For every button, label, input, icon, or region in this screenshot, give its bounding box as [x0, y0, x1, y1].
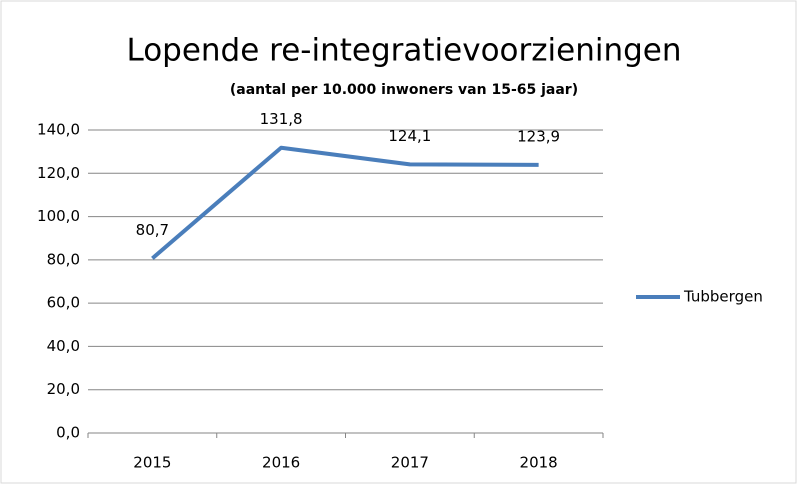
x-tick-label: 2016: [262, 454, 300, 472]
y-tick-label: 20,0: [47, 380, 80, 398]
y-tick-label: 100,0: [37, 207, 80, 225]
y-tick-label: 140,0: [37, 121, 80, 139]
y-tick-label: 120,0: [37, 164, 80, 182]
data-line: [151, 145, 539, 260]
y-tick-label: 60,0: [47, 294, 80, 312]
y-tick-label: 40,0: [47, 337, 80, 355]
legend-label: Tubbergen: [683, 288, 763, 306]
chart-subtitle: (aantal per 10.000 inwoners van 15-65 ja…: [230, 82, 578, 98]
y-tick-label: 0,0: [56, 424, 80, 442]
y-tick-label: 80,0: [47, 250, 80, 268]
x-tick-label: 2017: [391, 454, 429, 472]
data-label: 80,7: [136, 221, 169, 239]
data-label: 123,9: [517, 127, 560, 145]
data-label: 124,1: [388, 127, 431, 145]
chart-title: Lopende re-integratievoorzieningen: [126, 33, 681, 69]
x-tick-label: 2015: [133, 454, 171, 472]
x-tick-label: 2018: [520, 454, 558, 472]
data-label: 131,8: [260, 110, 303, 128]
